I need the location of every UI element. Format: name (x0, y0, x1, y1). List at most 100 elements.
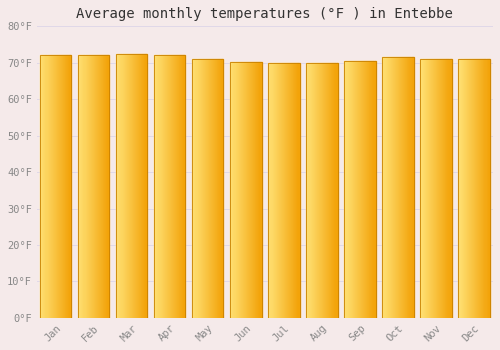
Bar (395, 57, 396, 318)
Bar (365, 61, 366, 318)
Bar (458, 59, 460, 318)
Bar (326, 63, 327, 318)
Bar (355, 61, 356, 318)
Bar (64, 55, 65, 318)
Bar (274, 63, 276, 318)
Bar (211, 59, 212, 318)
Bar (374, 61, 376, 318)
Bar (469, 59, 470, 318)
Bar (474, 59, 475, 318)
Bar (137, 54, 138, 318)
Bar (133, 54, 134, 318)
Bar (62, 55, 63, 318)
Bar (336, 63, 338, 318)
Bar (96, 55, 97, 318)
Bar (60, 55, 61, 318)
Bar (156, 55, 158, 318)
Bar (278, 63, 280, 318)
Bar (167, 55, 168, 318)
Bar (286, 63, 287, 318)
Bar (476, 59, 477, 318)
Bar (246, 62, 247, 318)
Bar (432, 59, 433, 318)
Bar (173, 55, 174, 318)
Bar (428, 59, 430, 318)
Bar (90, 55, 92, 318)
Bar (384, 57, 386, 318)
Bar (141, 54, 142, 318)
Bar (209, 59, 210, 318)
Bar (252, 62, 253, 318)
Bar (146, 54, 148, 318)
Bar (102, 55, 103, 318)
Bar (434, 59, 435, 318)
Bar (55, 55, 56, 318)
Bar (184, 55, 186, 318)
Bar (192, 59, 224, 318)
Bar (215, 59, 216, 318)
Bar (136, 54, 137, 318)
Bar (222, 59, 224, 318)
Bar (198, 59, 200, 318)
Bar (288, 63, 289, 318)
Bar (192, 59, 194, 318)
Bar (361, 61, 362, 318)
Bar (442, 59, 444, 318)
Bar (399, 57, 400, 318)
Bar (390, 57, 392, 318)
Bar (97, 55, 98, 318)
Bar (396, 57, 397, 318)
Bar (441, 59, 442, 318)
Bar (247, 62, 248, 318)
Bar (480, 59, 482, 318)
Bar (462, 59, 464, 318)
Bar (128, 54, 130, 318)
Bar (437, 59, 438, 318)
Bar (406, 57, 408, 318)
Bar (354, 61, 355, 318)
Bar (177, 55, 178, 318)
Bar (244, 62, 245, 318)
Bar (232, 62, 234, 318)
Bar (40, 55, 42, 318)
Bar (46, 55, 48, 318)
Bar (475, 59, 476, 318)
Bar (382, 57, 384, 318)
Bar (403, 57, 404, 318)
Bar (317, 63, 318, 318)
Bar (160, 55, 162, 318)
Bar (176, 55, 177, 318)
Bar (484, 59, 486, 318)
Bar (404, 57, 406, 318)
Bar (154, 55, 156, 318)
Bar (99, 55, 100, 318)
Bar (196, 59, 198, 318)
Bar (346, 61, 348, 318)
Bar (460, 59, 462, 318)
Bar (245, 62, 246, 318)
Bar (282, 63, 283, 318)
Bar (93, 55, 94, 318)
Bar (482, 59, 484, 318)
Bar (116, 54, 148, 318)
Bar (324, 63, 325, 318)
Bar (212, 59, 213, 318)
Bar (95, 55, 96, 318)
Bar (122, 54, 124, 318)
Bar (440, 59, 441, 318)
Bar (477, 59, 478, 318)
Bar (124, 54, 126, 318)
Bar (296, 63, 298, 318)
Bar (182, 55, 184, 318)
Bar (408, 57, 410, 318)
Bar (66, 55, 67, 318)
Bar (360, 61, 361, 318)
Bar (352, 61, 354, 318)
Bar (54, 55, 55, 318)
Bar (80, 55, 82, 318)
Bar (138, 54, 139, 318)
Bar (57, 55, 58, 318)
Bar (270, 63, 272, 318)
Bar (348, 61, 350, 318)
Bar (268, 63, 270, 318)
